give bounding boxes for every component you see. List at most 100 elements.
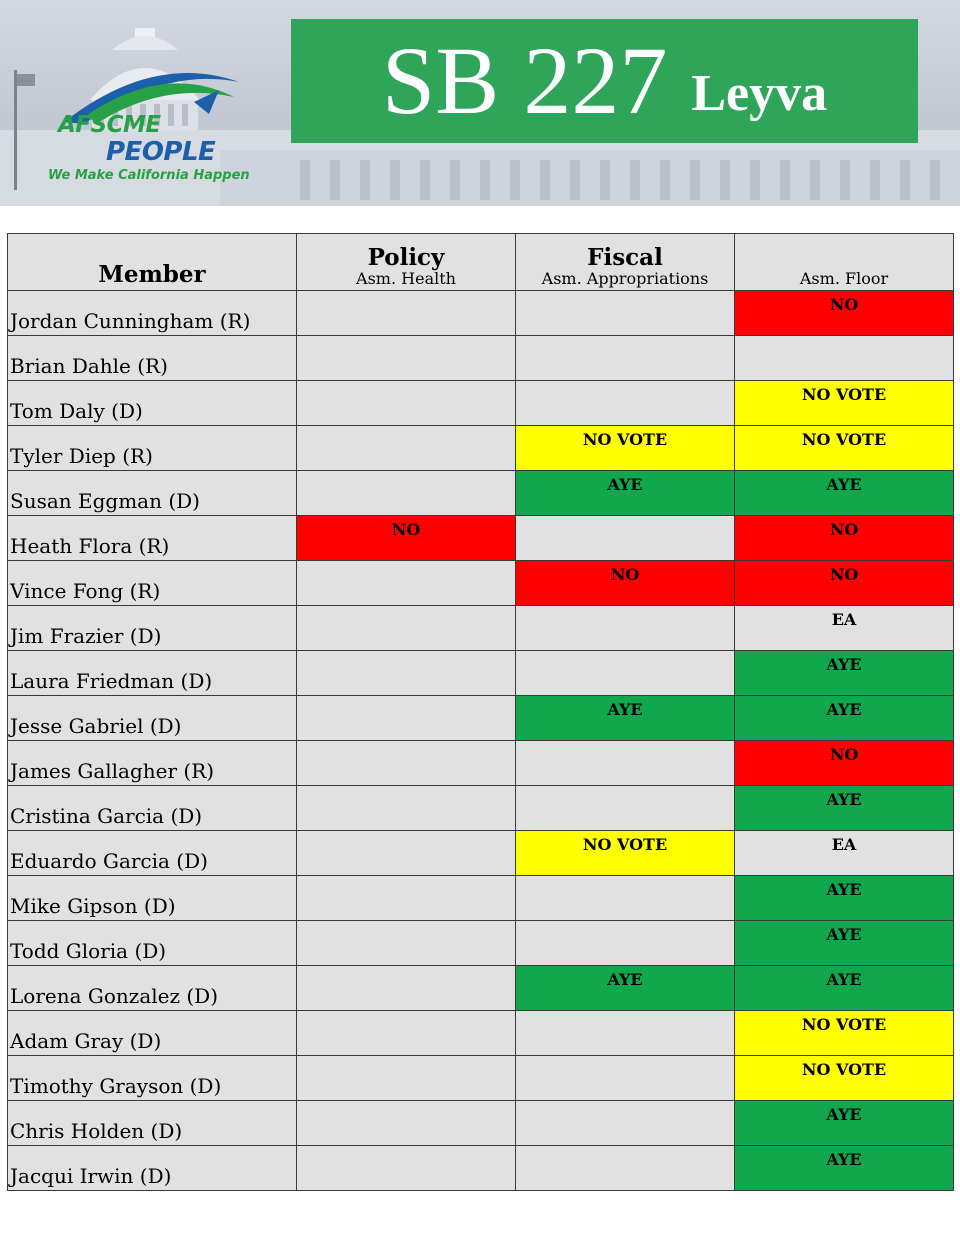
- policy-vote-cell: [296, 380, 516, 426]
- policy-vote-label: [297, 471, 515, 475]
- member-name: Mike Gipson (D): [10, 894, 176, 918]
- fiscal-vote-cell: [515, 335, 735, 381]
- policy-vote-label: [297, 786, 515, 790]
- floor-vote-label: [735, 336, 953, 340]
- fiscal-vote-cell: [515, 1100, 735, 1146]
- policy-vote-cell: [296, 695, 516, 741]
- fiscal-vote-cell: [515, 650, 735, 696]
- member-cell: Eduardo Garcia (D): [7, 830, 297, 876]
- afscme-swoosh-icon: [64, 73, 239, 124]
- floor-vote-cell: AYE: [734, 650, 954, 696]
- floor-vote-cell: NO: [734, 560, 954, 606]
- policy-vote-cell: [296, 785, 516, 831]
- table-row: Timothy Grayson (D) NO VOTE: [7, 1055, 954, 1101]
- member-cell: Jordan Cunningham (R): [7, 290, 297, 336]
- member-name: Jesse Gabriel (D): [10, 714, 182, 738]
- fiscal-vote-label: [516, 516, 734, 520]
- floor-vote-cell: NO: [734, 740, 954, 786]
- policy-vote-cell: [296, 1055, 516, 1101]
- member-name: Vince Fong (R): [10, 579, 161, 603]
- table-row: Vince Fong (R) NO NO: [7, 560, 954, 606]
- policy-vote-label: [297, 966, 515, 970]
- floor-vote-label: NO: [829, 520, 859, 539]
- logo-tagline: We Make California Happen: [48, 168, 250, 183]
- table-row: Adam Gray (D) NO VOTE: [7, 1010, 954, 1056]
- floor-vote-label: NO VOTE: [801, 1060, 887, 1079]
- floor-vote-label: EA: [831, 610, 857, 629]
- fiscal-vote-cell: [515, 1055, 735, 1101]
- fiscal-vote-label: [516, 1011, 734, 1015]
- floor-vote-cell: AYE: [734, 1145, 954, 1191]
- policy-vote-label: [297, 336, 515, 340]
- policy-vote-label: [297, 1056, 515, 1060]
- policy-vote-cell: [296, 605, 516, 651]
- fiscal-vote-cell: AYE: [515, 965, 735, 1011]
- policy-vote-label: [297, 1146, 515, 1150]
- member-cell: Tyler Diep (R): [7, 425, 297, 471]
- policy-vote-cell: [296, 290, 516, 336]
- table-row: Mike Gipson (D) AYE: [7, 875, 954, 921]
- fiscal-vote-label: [516, 876, 734, 880]
- floor-vote-label: AYE: [826, 880, 862, 899]
- policy-vote-label: NO: [391, 520, 421, 539]
- policy-vote-cell: [296, 1100, 516, 1146]
- member-name: Lorena Gonzalez (D): [10, 984, 219, 1008]
- floor-vote-cell: EA: [734, 605, 954, 651]
- floor-vote-cell: AYE: [734, 875, 954, 921]
- header-banner: AFSCME PEOPLE We Make California Happen …: [0, 0, 960, 206]
- policy-vote-label: [297, 921, 515, 925]
- fiscal-vote-label: AYE: [607, 475, 643, 494]
- fiscal-vote-label: NO VOTE: [582, 430, 668, 449]
- fiscal-vote-cell: [515, 1145, 735, 1191]
- member-name: Chris Holden (D): [10, 1119, 183, 1143]
- member-cell: Chris Holden (D): [7, 1100, 297, 1146]
- floor-vote-cell: AYE: [734, 785, 954, 831]
- fiscal-vote-label: [516, 381, 734, 385]
- policy-vote-cell: [296, 1145, 516, 1191]
- policy-vote-cell: [296, 875, 516, 921]
- fiscal-vote-label: [516, 606, 734, 610]
- floor-vote-label: AYE: [826, 475, 862, 494]
- member-name: Todd Gloria (D): [10, 939, 167, 963]
- member-cell: Cristina Garcia (D): [7, 785, 297, 831]
- fiscal-vote-cell: AYE: [515, 695, 735, 741]
- fiscal-vote-label: NO VOTE: [582, 835, 668, 854]
- floor-vote-cell: NO VOTE: [734, 1055, 954, 1101]
- floor-vote-label: NO VOTE: [801, 430, 887, 449]
- fiscal-vote-cell: [515, 785, 735, 831]
- fiscal-vote-cell: [515, 1010, 735, 1056]
- floor-vote-cell: NO: [734, 290, 954, 336]
- policy-vote-cell: [296, 560, 516, 606]
- floor-vote-label: NO VOTE: [801, 1015, 887, 1034]
- table-row: Jordan Cunningham (R) NO: [7, 290, 954, 336]
- member-cell: Adam Gray (D): [7, 1010, 297, 1056]
- policy-vote-cell: [296, 335, 516, 381]
- fiscal-vote-label: [516, 336, 734, 340]
- member-cell: Jacqui Irwin (D): [7, 1145, 297, 1191]
- floor-vote-cell: EA: [734, 830, 954, 876]
- member-name: Jacqui Irwin (D): [10, 1164, 172, 1188]
- column-header-floor: Asm. Floor: [734, 233, 954, 291]
- policy-vote-cell: [296, 650, 516, 696]
- floor-vote-cell: NO VOTE: [734, 1010, 954, 1056]
- vote-table: Member Policy Asm. Health Fiscal Asm. Ap…: [7, 233, 954, 1191]
- fiscal-vote-label: [516, 921, 734, 925]
- member-cell: James Gallagher (R): [7, 740, 297, 786]
- table-row: Cristina Garcia (D) AYE: [7, 785, 954, 831]
- bill-number: SB 227: [381, 27, 668, 134]
- fiscal-vote-cell: [515, 515, 735, 561]
- policy-vote-label: [297, 696, 515, 700]
- member-name: Timothy Grayson (D): [10, 1074, 222, 1098]
- floor-vote-label: AYE: [826, 925, 862, 944]
- fiscal-vote-cell: [515, 290, 735, 336]
- fiscal-vote-label: [516, 786, 734, 790]
- member-name: Cristina Garcia (D): [10, 804, 203, 828]
- member-name: Susan Eggman (D): [10, 489, 200, 513]
- member-cell: Timothy Grayson (D): [7, 1055, 297, 1101]
- member-cell: Tom Daly (D): [7, 380, 297, 426]
- floor-vote-label: AYE: [826, 790, 862, 809]
- fiscal-vote-cell: NO: [515, 560, 735, 606]
- table-row: Laura Friedman (D) AYE: [7, 650, 954, 696]
- table-row: Tom Daly (D) NO VOTE: [7, 380, 954, 426]
- column-header-fiscal: Fiscal Asm. Appropriations: [515, 233, 735, 291]
